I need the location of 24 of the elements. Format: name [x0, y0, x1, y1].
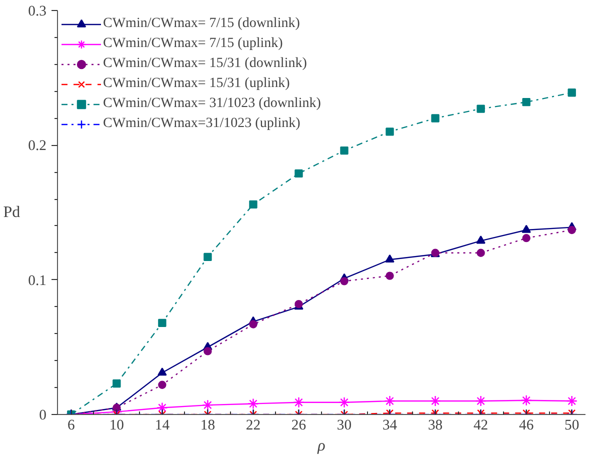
x-tick-label: 22 — [246, 418, 261, 434]
x-tick-label: 30 — [336, 418, 352, 434]
x-axis-title: ρ — [316, 438, 326, 454]
x-tick-label: 14 — [154, 418, 170, 434]
x-tick-label: 26 — [291, 418, 306, 434]
x-tick-label: 46 — [519, 418, 534, 434]
x-tick-label: 18 — [200, 418, 216, 434]
legend-label: CWmin/CWmax= 31/1023 (downlink) — [103, 96, 321, 112]
legend-label: CWmin/CWmax=31/1023 (uplink) — [103, 116, 300, 132]
y-tick-label: 0.2 — [28, 138, 47, 154]
x-tick-label: 6 — [67, 418, 75, 434]
x-tick-label: 34 — [382, 418, 398, 434]
legend-label: CWmin/CWmax= 15/31 (downlink) — [103, 56, 307, 72]
x-tick-label: 42 — [473, 418, 488, 434]
y-tick-label: 0.3 — [28, 4, 47, 20]
legend-label: CWmin/CWmax= 7/15 (uplink) — [103, 36, 283, 52]
y-tick-label: 0 — [39, 408, 46, 424]
y-axis-title: Pd — [3, 204, 20, 221]
y-tick-label: 0.1 — [28, 272, 47, 289]
legend-label: CWmin/CWmax= 7/15 (downlink) — [103, 16, 300, 32]
legend-label: CWmin/CWmax= 15/31 (uplink) — [103, 76, 290, 92]
x-tick-label: 50 — [564, 418, 580, 434]
x-tick-label: 10 — [109, 418, 124, 434]
x-tick-label: 38 — [428, 418, 443, 434]
